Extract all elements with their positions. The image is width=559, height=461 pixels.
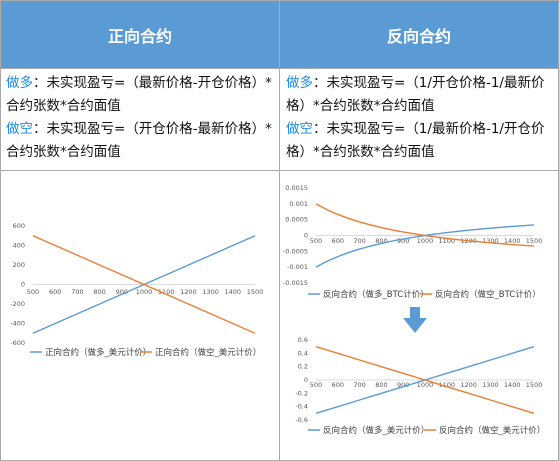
x-tick-label: 1300 bbox=[482, 381, 499, 389]
x-tick-label: 1500 bbox=[526, 237, 543, 245]
y-tick-label: -0.0015 bbox=[283, 279, 308, 287]
inverse-short-line2: 格）*合约张数*合约面值 bbox=[286, 144, 435, 160]
column-divider bbox=[279, 0, 280, 461]
y-tick-label: 0.6 bbox=[298, 336, 308, 344]
series-line-long bbox=[315, 224, 535, 268]
y-tick-label: 0 bbox=[304, 376, 308, 384]
forward-short-formula: ：未实现盈亏=（开仓价格-最新价格）* bbox=[33, 121, 272, 137]
x-tick-label: 1200 bbox=[460, 381, 477, 389]
y-tick-label: 0.4 bbox=[298, 349, 308, 357]
legend-label: 反向合约（做多_BTC计价） bbox=[323, 289, 429, 300]
inverse-long-line2: 格）*合约张数*合约面值 bbox=[286, 98, 435, 114]
y-tick-label: 0 bbox=[21, 281, 25, 289]
forward-short-line1: 做空：未实现盈亏=（开仓价格-最新价格）* bbox=[6, 118, 273, 141]
x-tick-label: 800 bbox=[375, 381, 387, 389]
x-tick-label: 1400 bbox=[225, 288, 242, 296]
x-tick-label: 1500 bbox=[247, 288, 264, 296]
x-tick-label: 700 bbox=[353, 237, 365, 245]
x-tick-label: 1500 bbox=[526, 381, 543, 389]
y-tick-label: 0.2 bbox=[298, 363, 308, 371]
inverse-short-label: 做空 bbox=[286, 121, 313, 137]
down-arrow-icon bbox=[403, 307, 427, 333]
x-tick-label: 1000 bbox=[417, 237, 434, 245]
forward-long-formula: ：未实现盈亏=（最新价格-开仓价格）* bbox=[33, 75, 272, 91]
forward-long-label: 做多 bbox=[6, 75, 33, 91]
x-tick-label: 1400 bbox=[504, 237, 521, 245]
x-tick-label: 800 bbox=[375, 237, 387, 245]
x-tick-label: 600 bbox=[49, 288, 61, 296]
x-tick-label: 700 bbox=[71, 288, 83, 296]
y-tick-label: 0.0015 bbox=[285, 184, 308, 192]
y-tick-label: -200 bbox=[10, 300, 25, 308]
legend-label: 反向合约（做空_美元计价） bbox=[439, 425, 545, 436]
x-tick-label: 1000 bbox=[417, 381, 434, 389]
forward-formula-cell: 做多：未实现盈亏=（最新价格-开仓价格）* 合约张数*合约面值 做空：未实现盈亏… bbox=[0, 69, 279, 170]
x-tick-label: 1400 bbox=[504, 381, 521, 389]
inverse-long-formula: ：未实现盈亏=（1/开仓价格-1/最新价 bbox=[313, 75, 545, 91]
y-tick-label: 600 bbox=[13, 222, 25, 230]
legend-label: 正向合约（做空_美元计价） bbox=[155, 347, 261, 358]
x-tick-label: 1000 bbox=[136, 288, 153, 296]
y-tick-label: -0.6 bbox=[295, 416, 308, 424]
x-tick-label: 900 bbox=[116, 288, 128, 296]
legend-label: 反向合约（做空_BTC计价） bbox=[435, 289, 541, 300]
y-tick-label: 400 bbox=[13, 242, 25, 250]
forward-long-line2: 合约张数*合约面值 bbox=[6, 98, 121, 114]
legend-label: 反向合约（做多_美元计价） bbox=[323, 425, 429, 436]
x-tick-label: 1100 bbox=[158, 288, 175, 296]
x-tick-label: 800 bbox=[93, 288, 105, 296]
y-tick-label: -0.2 bbox=[295, 389, 308, 397]
y-tick-label: 0.0005 bbox=[285, 216, 308, 224]
header-inverse-contract: 反向合约 bbox=[280, 1, 558, 68]
inverse-formula-cell: 做多：未实现盈亏=（1/开仓价格-1/最新价 格）*合约张数*合约面值 做空：未… bbox=[280, 69, 559, 170]
y-tick-label: -0.001 bbox=[287, 263, 308, 271]
y-tick-label: -0.0005 bbox=[283, 247, 308, 255]
x-tick-label: 1300 bbox=[482, 237, 499, 245]
text-divider bbox=[0, 170, 559, 171]
header-divider bbox=[0, 68, 559, 69]
inverse-usd-chart: 0.6 0.4 0.2 0 -0.2 -0.4 -0.6 500 600 700 800 900 100… bbox=[295, 336, 545, 436]
x-tick-label: 600 bbox=[332, 381, 344, 389]
x-tick-label: 1300 bbox=[202, 288, 219, 296]
y-tick-label: -400 bbox=[10, 320, 25, 328]
y-tick-label: 0 bbox=[304, 232, 308, 240]
inverse-btc-chart: 0.0015 0.001 0.0005 0 -0.0005 -0.001 -0.0015 50… bbox=[283, 184, 543, 300]
y-tick-label: -600 bbox=[10, 339, 25, 347]
x-tick-label: 600 bbox=[332, 237, 344, 245]
inverse-short-formula: ：未实现盈亏=（1/最新价格-1/开仓价 bbox=[313, 121, 545, 137]
forward-short-line2: 合约张数*合约面值 bbox=[6, 144, 121, 160]
x-tick-label: 700 bbox=[353, 381, 365, 389]
forward-short-label: 做空 bbox=[6, 121, 33, 137]
forward-usd-chart: 600 400 200 0 -200 -400 -600 500 600 700 800 900 100… bbox=[10, 222, 264, 358]
x-tick-label: 1100 bbox=[439, 237, 456, 245]
y-tick-label: 0.001 bbox=[289, 200, 308, 208]
inverse-short-line1: 做空：未实现盈亏=（1/最新价格-1/开仓价 bbox=[286, 118, 553, 141]
x-tick-label: 900 bbox=[397, 381, 409, 389]
x-tick-label: 500 bbox=[27, 288, 39, 296]
x-tick-label: 1100 bbox=[439, 381, 456, 389]
x-tick-label: 900 bbox=[397, 237, 409, 245]
header-forward-contract: 正向合约 bbox=[1, 1, 279, 68]
inverse-long-label: 做多 bbox=[286, 75, 313, 91]
inverse-long-line1: 做多：未实现盈亏=（1/开仓价格-1/最新价 bbox=[286, 72, 553, 95]
y-tick-label: -0.4 bbox=[295, 403, 308, 411]
forward-long-line1: 做多：未实现盈亏=（最新价格-开仓价格）* bbox=[6, 72, 273, 95]
x-tick-label: 500 bbox=[310, 381, 322, 389]
y-tick-label: 200 bbox=[13, 261, 25, 269]
legend-label: 正向合约（做多_美元计价） bbox=[45, 347, 151, 358]
x-tick-label: 500 bbox=[310, 237, 322, 245]
x-tick-label: 1200 bbox=[180, 288, 197, 296]
